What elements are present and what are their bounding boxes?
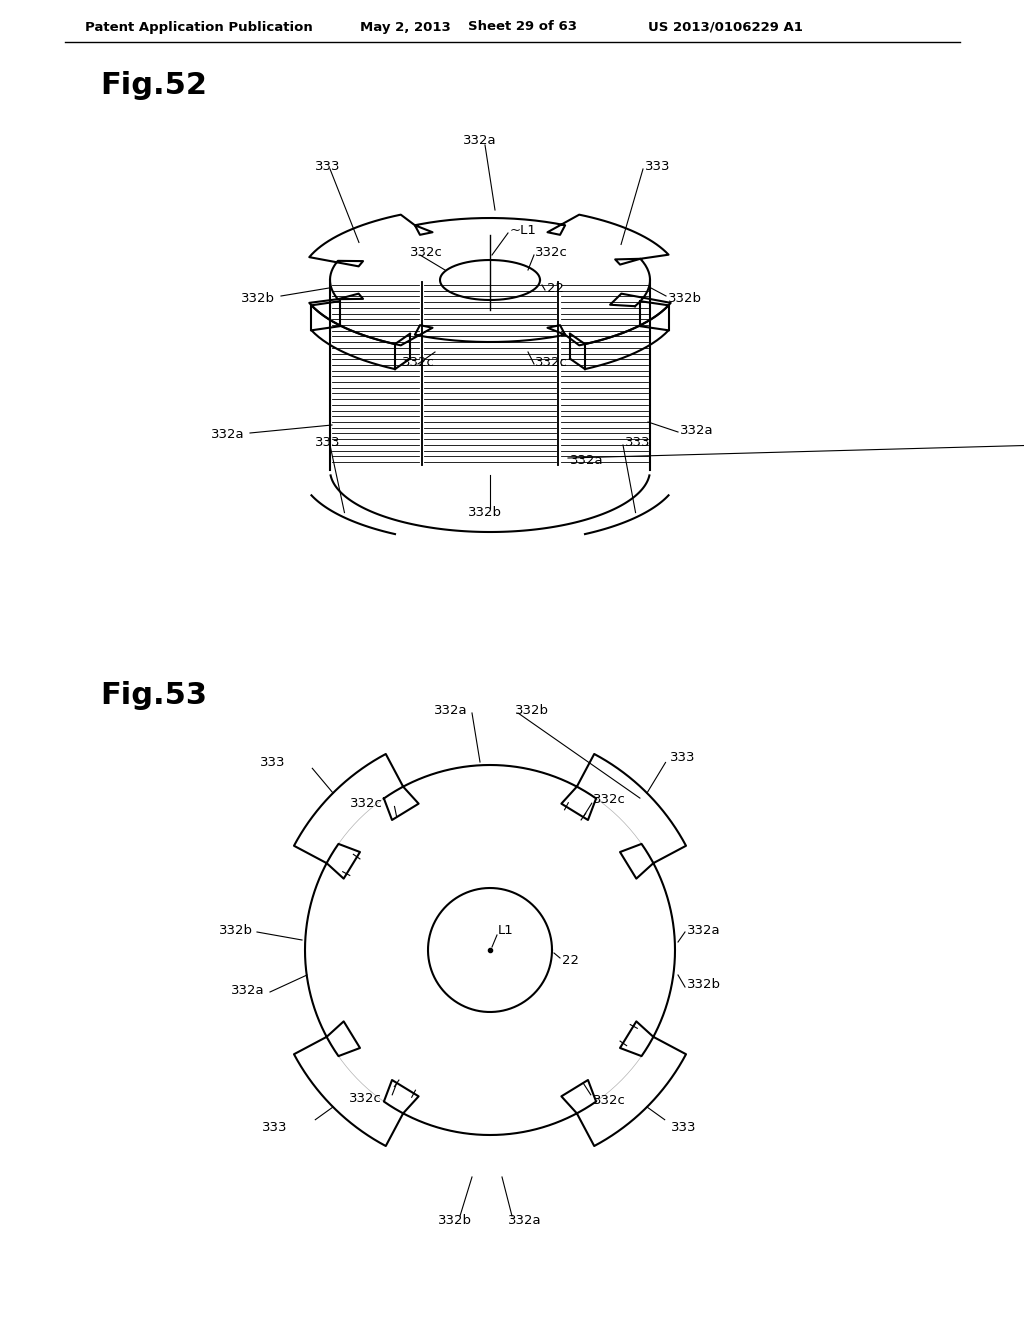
Text: 332b: 332b [468, 506, 502, 519]
Text: L1: L1 [498, 924, 514, 936]
Text: 332a: 332a [231, 983, 265, 997]
Text: 332c: 332c [535, 355, 568, 368]
Text: 333: 333 [670, 751, 695, 764]
Text: 332c: 332c [535, 246, 568, 259]
Text: 332b: 332b [515, 704, 549, 717]
Text: 332a: 332a [211, 429, 245, 441]
Text: 332b: 332b [219, 924, 253, 936]
Text: US 2013/0106229 A1: US 2013/0106229 A1 [648, 21, 803, 33]
Text: 22: 22 [562, 953, 579, 966]
Text: 332a: 332a [463, 133, 497, 147]
Text: 332a: 332a [680, 424, 714, 437]
Text: May 2, 2013: May 2, 2013 [360, 21, 451, 33]
Text: 332c: 332c [593, 1094, 626, 1106]
Text: 332b: 332b [687, 978, 721, 991]
Text: Fig.52: Fig.52 [100, 70, 207, 99]
Text: 333: 333 [262, 1121, 288, 1134]
Text: 332a: 332a [570, 454, 603, 466]
Text: 333: 333 [315, 436, 341, 449]
Text: 332c: 332c [348, 1092, 382, 1105]
Text: 333: 333 [625, 436, 650, 449]
Text: Patent Application Publication: Patent Application Publication [85, 21, 312, 33]
Text: 333: 333 [315, 160, 341, 173]
Text: 332b: 332b [241, 292, 275, 305]
Text: Fig.53: Fig.53 [100, 681, 207, 710]
Text: 332c: 332c [350, 797, 383, 810]
Text: ~L1: ~L1 [510, 223, 537, 236]
Text: Sheet 29 of 63: Sheet 29 of 63 [468, 21, 577, 33]
Text: 332c: 332c [410, 246, 442, 259]
Text: 332c: 332c [593, 793, 626, 807]
Text: 333: 333 [645, 160, 671, 173]
Text: 332a: 332a [434, 704, 468, 717]
Text: 332b: 332b [438, 1213, 472, 1226]
Text: 332c: 332c [402, 355, 435, 368]
Text: 333: 333 [671, 1121, 696, 1134]
Text: 332b: 332b [668, 292, 702, 305]
Text: 333: 333 [260, 756, 286, 770]
Text: 332a: 332a [508, 1213, 542, 1226]
Text: 332a: 332a [687, 924, 721, 936]
Text: 22: 22 [547, 281, 564, 294]
